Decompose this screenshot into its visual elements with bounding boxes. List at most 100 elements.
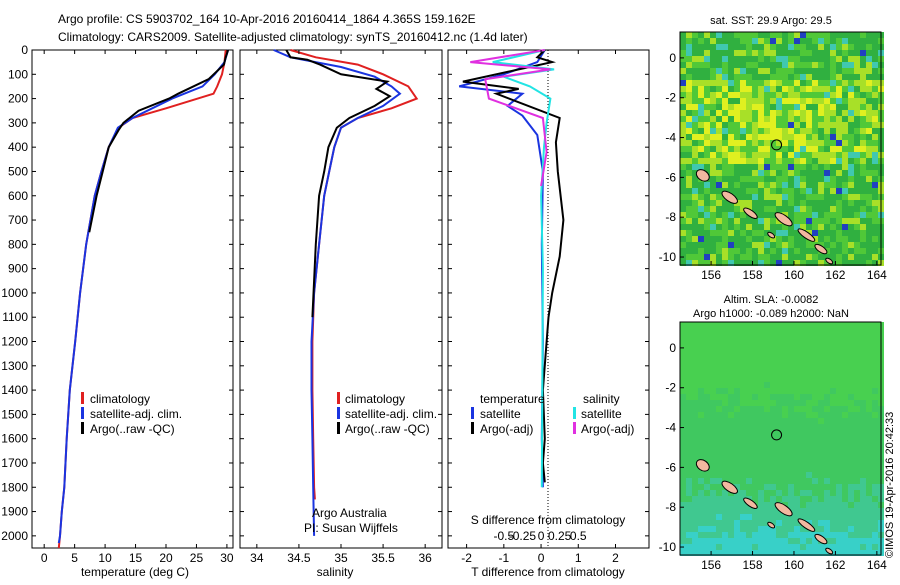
heatmap-cell xyxy=(872,170,878,176)
heatmap-cell xyxy=(710,170,716,176)
heatmap-cell xyxy=(680,436,686,442)
heatmap-cell xyxy=(734,388,740,394)
heatmap-cell xyxy=(728,430,734,436)
heatmap-cell xyxy=(806,248,812,254)
heatmap-cell xyxy=(836,38,842,44)
heatmap-cell xyxy=(842,56,848,62)
heatmap-cell xyxy=(734,352,740,358)
heatmap-cell xyxy=(860,32,866,38)
heatmap-cell xyxy=(692,86,698,92)
heatmap-cell xyxy=(686,206,692,212)
heatmap-cell xyxy=(830,526,836,532)
heatmap-cell xyxy=(686,50,692,56)
sla-heatmap-cells xyxy=(680,322,884,556)
heatmap-cell xyxy=(854,212,860,218)
heatmap-cell xyxy=(818,328,824,334)
heatmap-cell xyxy=(716,478,722,484)
heatmap-cell xyxy=(854,418,860,424)
heatmap-cell xyxy=(872,32,878,38)
legend-swatch-climatology xyxy=(337,392,340,404)
heatmap-cell xyxy=(692,212,698,218)
heatmap-cell xyxy=(860,370,866,376)
heatmap-cell xyxy=(710,406,716,412)
heatmap-cell xyxy=(794,224,800,230)
heatmap-cell xyxy=(764,116,770,122)
heatmap-cell xyxy=(722,352,728,358)
heatmap-cell xyxy=(752,146,758,152)
heatmap-cell xyxy=(728,514,734,520)
heatmap-cell xyxy=(710,334,716,340)
heatmap-cell xyxy=(842,352,848,358)
heatmap-cell xyxy=(716,182,722,188)
heatmap-cell xyxy=(830,346,836,352)
heatmap-cell xyxy=(764,442,770,448)
heatmap-cell xyxy=(704,260,710,266)
heatmap-cell xyxy=(866,38,872,44)
heatmap-cell xyxy=(776,346,782,352)
map-y-tick-label: -6 xyxy=(665,460,676,474)
heatmap-cell xyxy=(764,206,770,212)
heatmap-cell xyxy=(854,412,860,418)
x-tick-label: 34 xyxy=(250,551,264,565)
heatmap-cell xyxy=(812,478,818,484)
heatmap-cell xyxy=(860,460,866,466)
heatmap-cell xyxy=(854,460,860,466)
heatmap-cell xyxy=(776,206,782,212)
heatmap-cell xyxy=(716,38,722,44)
heatmap-cell xyxy=(740,412,746,418)
heatmap-cell xyxy=(764,254,770,260)
heatmap-cell xyxy=(758,436,764,442)
heatmap-cell xyxy=(842,200,848,206)
heatmap-cell xyxy=(824,424,830,430)
heatmap-cell xyxy=(782,134,788,140)
heatmap-cell xyxy=(698,328,704,334)
heatmap-cell xyxy=(782,260,788,266)
heatmap-cell xyxy=(830,158,836,164)
heatmap-cell xyxy=(710,364,716,370)
heatmap-cell xyxy=(824,176,830,182)
heatmap-cell xyxy=(854,74,860,80)
heatmap-cell xyxy=(770,490,776,496)
legend-label-climatology: climatology xyxy=(345,392,405,406)
heatmap-cell xyxy=(872,236,878,242)
heatmap-cell xyxy=(728,352,734,358)
heatmap-cell xyxy=(770,334,776,340)
heatmap-cell xyxy=(848,508,854,514)
heatmap-cell xyxy=(812,496,818,502)
heatmap-cell xyxy=(764,44,770,50)
heatmap-cell xyxy=(872,514,878,520)
heatmap-cell xyxy=(734,406,740,412)
heatmap-cell xyxy=(836,400,842,406)
heatmap-cell xyxy=(848,74,854,80)
heatmap-cell xyxy=(752,328,758,334)
heatmap-cell xyxy=(722,538,728,544)
heatmap-cell xyxy=(866,164,872,170)
heatmap-cell xyxy=(722,364,728,370)
heatmap-cell xyxy=(710,502,716,508)
heatmap-cell xyxy=(812,406,818,412)
heatmap-cell xyxy=(782,50,788,56)
island-shape xyxy=(695,169,710,182)
heatmap-cell xyxy=(752,532,758,538)
heatmap-cell xyxy=(872,520,878,526)
heatmap-cell xyxy=(716,322,722,328)
heatmap-cell xyxy=(698,80,704,86)
heatmap-cell xyxy=(848,62,854,68)
heatmap-cell xyxy=(716,502,722,508)
heatmap-cell xyxy=(734,206,740,212)
heatmap-cell xyxy=(770,50,776,56)
heatmap-cell xyxy=(818,502,824,508)
heatmap-cell xyxy=(860,544,866,550)
heatmap-cell xyxy=(692,104,698,110)
heatmap-cell xyxy=(704,442,710,448)
heatmap-cell xyxy=(812,74,818,80)
heatmap-cell xyxy=(728,74,734,80)
heatmap-cell xyxy=(686,394,692,400)
heatmap-cell xyxy=(830,224,836,230)
heatmap-cell xyxy=(836,50,842,56)
heatmap-cell xyxy=(704,502,710,508)
heatmap-cell xyxy=(824,260,830,266)
heatmap-cell xyxy=(812,62,818,68)
heatmap-cell xyxy=(722,340,728,346)
heatmap-cell xyxy=(740,550,746,556)
